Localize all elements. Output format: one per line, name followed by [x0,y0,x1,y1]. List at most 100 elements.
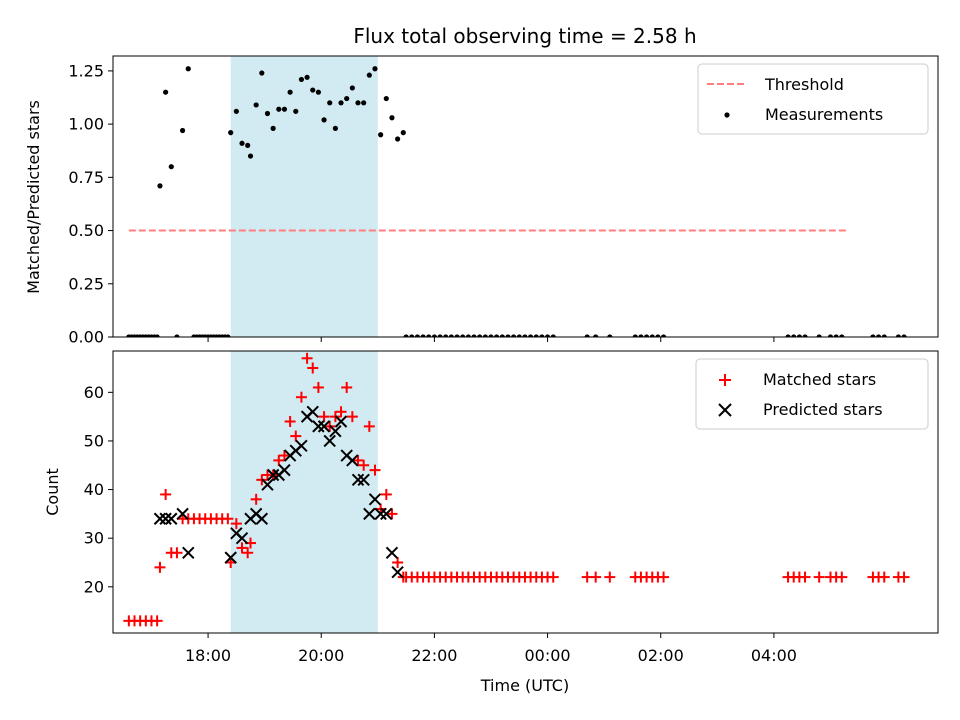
measurement-point [539,334,545,337]
matched-star-point [318,411,330,423]
measurement-point [298,76,305,83]
measurement-point [383,95,389,102]
measurement-point [527,334,534,337]
measurement-point [276,106,282,112]
predicted-star-point [363,507,376,521]
legend-predicted-label: Predicted stars [763,400,883,419]
measurement-point [414,334,421,337]
measurement-point [253,102,259,108]
predicted-star-point [323,434,336,448]
measurement-point [372,66,378,72]
plot-frame [112,350,939,634]
measurement-point [366,72,372,78]
predicted-star-point [351,473,365,487]
matched-star-point [590,571,602,583]
measurement-point [643,334,650,337]
predicted-star-point [334,415,348,428]
measurement-point [293,108,299,114]
y-tick-label: 0.50 [68,221,104,240]
predicted-star-point [255,512,269,525]
matched-star-point [547,571,559,583]
measurement-point [550,334,556,337]
chart-title: Flux total observing time = 2.58 h [353,24,696,48]
measurement-point [544,334,551,337]
matched-star-point [358,459,370,471]
matched-star-point [799,571,811,583]
predicted-star-point [346,454,359,467]
measurement-point [233,108,239,114]
legend-box [695,358,929,430]
measurement-point [454,334,460,337]
measurement-point [154,334,160,337]
matched-star-point [363,420,375,432]
measurement-point [395,136,401,142]
measurement-point [247,153,254,159]
x-tick-label: 20:00 [298,646,344,665]
measurement-point [796,334,802,337]
matched-star-point [380,488,392,500]
predicted-star-point [165,512,178,525]
predicted-star-point [182,546,195,559]
y-axis-label: Count [43,468,62,516]
matched-star-point [151,615,163,627]
measurement-point [443,334,449,337]
matched-star-point [171,547,183,559]
legend-box [697,63,929,135]
legend-predicted-marker [718,403,732,417]
measurement-point [281,106,288,112]
measurement-point [332,125,338,131]
legend-top: Threshold Measurements [697,63,929,135]
predicted-star-point [374,507,387,521]
y-tick-label: 60 [84,383,104,402]
measurement-point [655,334,661,337]
matched-star-point [813,571,825,583]
matched-star-point [230,518,242,530]
predicted-star-point [391,566,404,579]
measurement-point [327,100,333,106]
matched-star-point [242,547,254,559]
measurement-point [607,334,613,337]
measurement-point [895,334,901,337]
predicted-star-point [317,420,331,433]
matched-star-point [898,571,910,583]
measurement-point [870,334,876,337]
measurement-point [426,334,432,337]
matched-star-point [154,561,166,573]
measurement-point [355,100,361,106]
measurement-point [460,334,466,337]
observing-span [230,56,378,337]
matched-star-point [307,362,319,374]
measurement-point [839,334,845,337]
measurement-point [239,140,245,146]
matched-star-point [386,508,398,520]
measurement-point [163,89,169,95]
measurement-point [505,334,511,337]
measurement-point [533,334,539,337]
x-tick-label: 02:00 [638,646,684,665]
legend-matched-label: Matched stars [763,370,876,389]
measurement-point [511,334,517,337]
measurement-point [816,334,822,337]
measurement-point [157,183,163,189]
predicted-star-point [295,439,308,453]
measurement-point [389,115,395,121]
measurement-point [875,334,882,337]
matched-star-point [284,416,296,427]
measurement-point [516,334,522,337]
panel-counts: 20 30 40 50 60 18:00 20:00 22:00 00:00 02:00 04:0… [43,350,939,695]
y-tick-label: 0.00 [68,328,104,347]
matched-star-point [658,571,670,583]
measurement-point [477,334,483,337]
measurement-point [448,334,454,337]
measurement-point [522,334,528,337]
predicted-star-point [153,512,167,525]
legend-measurement-label: Measurements [765,105,883,124]
measurement-point [228,130,234,136]
measurement-point [310,87,316,93]
matched-star-point [392,557,404,568]
measurement-point [638,334,644,337]
predicted-star-point [306,405,319,418]
matched-star-point [290,430,302,442]
predicted-star-point [385,546,399,559]
matched-star-point [250,493,262,505]
